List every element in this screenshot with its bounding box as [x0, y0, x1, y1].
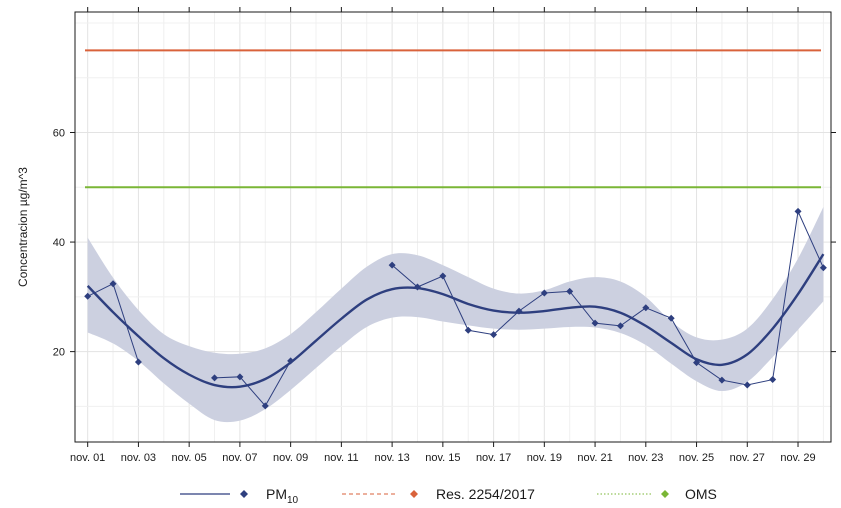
legend-oms-label: OMS [685, 486, 717, 502]
x-tick-label: nov. 23 [628, 452, 663, 464]
legend-item-oms: OMS [597, 486, 717, 502]
pm10-point [464, 326, 472, 334]
pm10-point [566, 287, 574, 295]
pm10-point [287, 357, 295, 365]
x-tick-label: nov. 09 [273, 452, 308, 464]
pm10-point [388, 261, 396, 269]
legend-res2254-marker [410, 490, 418, 498]
legend-item-pm10: PM10 [180, 486, 299, 506]
pm10-point [84, 292, 92, 300]
pm10-point [540, 289, 548, 297]
pm10-point [616, 322, 624, 330]
pm10-point [134, 358, 142, 366]
pm10-series-line [214, 360, 292, 407]
pm10-point [819, 264, 827, 272]
pm10-point [794, 207, 802, 215]
pm10-point [236, 373, 244, 381]
pm10-point [743, 381, 751, 389]
x-tick-label: nov. 29 [780, 452, 815, 464]
pm10-series [84, 207, 827, 410]
legend-pm10-label: PM10 [266, 486, 299, 506]
x-tick-label: nov. 01 [70, 452, 105, 464]
x-tick-label: nov. 03 [121, 452, 156, 464]
y-tick-label: 40 [53, 237, 65, 249]
reference-lines [85, 49, 821, 189]
y-tick-label: 20 [53, 347, 65, 359]
legend-res2254-label: Res. 2254/2017 [436, 486, 535, 502]
pm10-point [667, 314, 675, 322]
x-tick-label: nov. 13 [374, 452, 409, 464]
x-tick-label: nov. 21 [577, 452, 612, 464]
confidence-band [87, 207, 824, 423]
pm10-point [490, 331, 498, 339]
pm10-point [211, 374, 219, 382]
legend: PM10 Res. 2254/2017 OMS [180, 486, 717, 506]
x-tick-label: nov. 17 [476, 452, 511, 464]
y-tick-label: 60 [53, 128, 65, 140]
pm10-point [109, 280, 117, 288]
pm10-point [261, 402, 269, 410]
pm10-point [693, 359, 701, 367]
smoothed-fit-line [86, 253, 825, 389]
x-tick-label: nov. 15 [425, 452, 460, 464]
pm10-point [718, 376, 726, 384]
plot-border [74, 11, 832, 443]
x-tick-label: nov. 27 [730, 452, 765, 464]
y-axis: 20 40 60 [53, 128, 836, 359]
legend-oms-marker [661, 490, 669, 498]
pm10-series-line [391, 209, 824, 386]
legend-item-res2254: Res. 2254/2017 [342, 486, 535, 502]
x-tick-label: nov. 19 [527, 452, 562, 464]
pm10-point [515, 307, 523, 315]
pm10-point [769, 376, 777, 384]
confidence-band-area [87, 207, 824, 423]
x-tick-label: nov. 07 [222, 452, 257, 464]
x-axis: nov. 01 nov. 03 nov. 05 nov. 07 nov. 09 nov. … [70, 7, 816, 464]
grid [75, 12, 831, 442]
y-axis-title: Concentracion µg/m^3 [16, 167, 30, 287]
legend-pm10-marker [240, 490, 248, 498]
x-tick-label: nov. 11 [324, 452, 358, 464]
pm10-point [591, 319, 599, 327]
legend-pm10-subscript: 10 [287, 495, 299, 506]
pm10-point [642, 304, 650, 312]
pm10-point [439, 272, 447, 280]
x-tick-label: nov. 05 [172, 452, 207, 464]
legend-pm10-name: PM [266, 486, 287, 502]
pm10-point [413, 283, 421, 291]
x-tick-label: nov. 25 [679, 452, 714, 464]
smoothed-trend [86, 253, 825, 389]
